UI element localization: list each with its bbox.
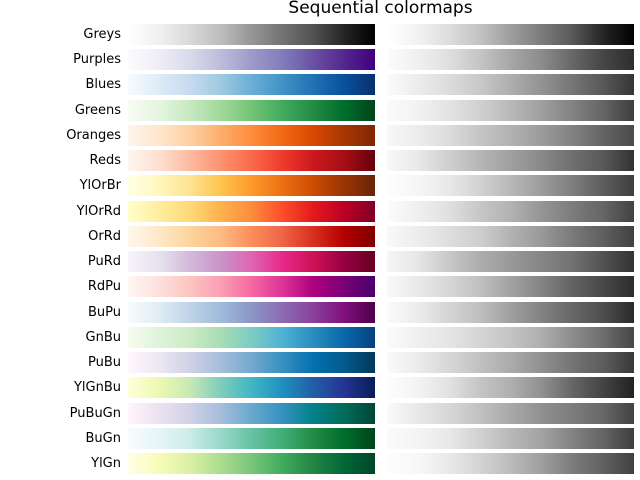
colormap-bar-greens xyxy=(128,100,375,121)
grayscale-bar-bugn xyxy=(387,428,634,449)
colormap-label: BuPu xyxy=(87,305,121,320)
grayscale-bar-blues xyxy=(387,74,634,95)
colormap-bar-ylgnbu xyxy=(128,377,375,398)
colormap-bar-pubu xyxy=(128,352,375,373)
colormap-bar-bugn xyxy=(128,428,375,449)
colormap-bar-pubugn xyxy=(128,403,375,424)
grayscale-bar-ylgnbu xyxy=(387,377,634,398)
colormap-bar-rdpu xyxy=(128,276,375,297)
colormap-label: PuBu xyxy=(87,355,121,370)
grayscale-bar-ylorbr xyxy=(387,175,634,196)
grayscale-bar-pubu xyxy=(387,352,634,373)
colormap-label: Reds xyxy=(89,153,121,168)
colormap-label: GnBu xyxy=(85,330,121,345)
grayscale-bar-bupu xyxy=(387,302,634,323)
colormap-bar-purples xyxy=(128,49,375,70)
colormap-label: Oranges xyxy=(66,128,121,143)
colormap-label: YlOrRd xyxy=(76,204,121,219)
colormap-label: PuRd xyxy=(87,254,121,269)
colormap-label: YlGnBu xyxy=(73,380,121,395)
colormap-label: Blues xyxy=(85,77,121,92)
colormap-label: YlOrBr xyxy=(79,178,121,193)
grayscale-bar-ylgn xyxy=(387,453,634,474)
colormap-bar-ylorrd xyxy=(128,201,375,222)
colormap-bar-oranges xyxy=(128,125,375,146)
grayscale-bar-gnbu xyxy=(387,327,634,348)
colormap-bar-bupu xyxy=(128,302,375,323)
grayscale-bar-oranges xyxy=(387,125,634,146)
grayscale-bar-greens xyxy=(387,100,634,121)
colormap-bar-gnbu xyxy=(128,327,375,348)
grayscale-bar-rdpu xyxy=(387,276,634,297)
colormap-bar-ylgn xyxy=(128,453,375,474)
colormap-label: YlGn xyxy=(91,456,121,471)
colormap-bar-orrd xyxy=(128,226,375,247)
grayscale-bar-orrd xyxy=(387,226,634,247)
colormap-bar-blues xyxy=(128,74,375,95)
colormap-bar-reds xyxy=(128,150,375,171)
colormap-bar-ylorbr xyxy=(128,175,375,196)
colormap-bar-greys xyxy=(128,24,375,45)
chart-title: Sequential colormaps xyxy=(288,0,473,18)
colormap-label: PuBuGn xyxy=(69,406,121,421)
colormap-label: RdPu xyxy=(87,279,121,294)
colormap-label: Greys xyxy=(83,27,121,42)
colormap-label: BuGn xyxy=(85,431,121,446)
grayscale-bar-ylorrd xyxy=(387,201,634,222)
grayscale-bar-purd xyxy=(387,251,634,272)
colormap-bar-purd xyxy=(128,251,375,272)
grayscale-bar-greys xyxy=(387,24,634,45)
grayscale-bar-reds xyxy=(387,150,634,171)
grayscale-bar-purples xyxy=(387,49,634,70)
colormap-label: Purples xyxy=(73,52,121,67)
colormap-label: OrRd xyxy=(88,229,121,244)
grayscale-bar-pubugn xyxy=(387,403,634,424)
colormap-label: Greens xyxy=(74,103,121,118)
